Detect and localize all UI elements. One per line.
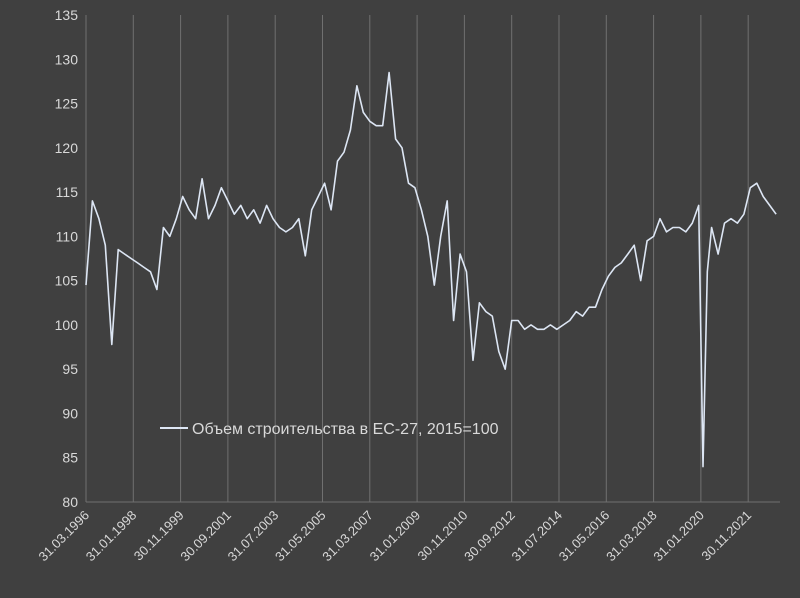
y-tick-label: 125	[55, 96, 79, 112]
y-tick-label: 115	[56, 184, 79, 200]
legend: Объем строительства в ЕС-27, 2015=100	[160, 421, 499, 438]
x-tick-label: 31.01.1998	[83, 508, 140, 565]
series-line-0	[85, 71, 777, 468]
y-tick-label: 110	[56, 228, 79, 244]
y-tick-label: 100	[55, 317, 79, 333]
x-tick-label: 30.11.2021	[698, 508, 754, 564]
x-tick-label: 31.01.2009	[367, 508, 424, 565]
legend-label: Объем строительства в ЕС-27, 2015=100	[192, 421, 499, 438]
gridlines	[85, 15, 780, 503]
y-axis-ticks: 80 85 90 95 100 105 110 115 120 125 130 135	[55, 7, 79, 510]
y-tick-label: 95	[62, 361, 78, 377]
x-tick-label: 31.01.2020	[650, 508, 707, 565]
y-tick-label: 85	[62, 450, 78, 466]
series-layer	[85, 71, 777, 468]
y-tick-label: 80	[62, 494, 78, 510]
y-tick-label: 135	[55, 7, 79, 23]
y-tick-label: 130	[55, 51, 79, 67]
y-tick-label: 105	[55, 273, 79, 289]
y-tick-label: 90	[62, 405, 78, 421]
x-axis-ticks: 31.03.199631.01.199830.11.199930.09.2001…	[35, 508, 754, 565]
y-tick-label: 120	[55, 140, 79, 156]
